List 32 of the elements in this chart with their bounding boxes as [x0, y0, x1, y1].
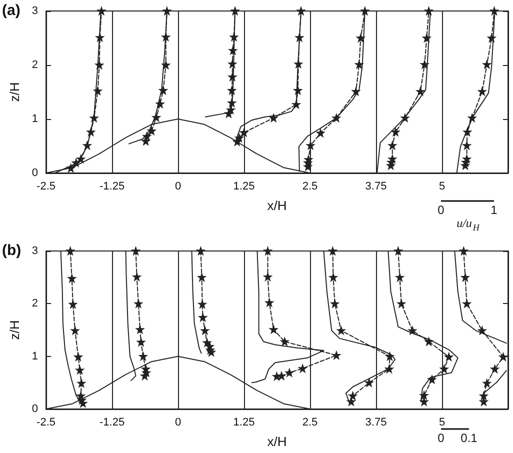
y-axis-title: z/H: [7, 320, 22, 340]
chart-title: (b): [2, 242, 22, 259]
x-tick-label: 2.5: [302, 180, 318, 192]
chart-title: (a): [2, 2, 20, 19]
text: 0.1: [460, 431, 478, 445]
x-tick-label: -1.25: [99, 416, 125, 428]
x-tick-label: 2.5: [302, 416, 318, 428]
y-tick-label: 2: [32, 59, 38, 71]
y-axis-title: z/H: [7, 82, 22, 102]
x-tick-label: 3.75: [365, 416, 387, 428]
x-tick-label: 0: [174, 416, 182, 428]
x-axis-title: x/H: [267, 198, 287, 213]
y-tick-label: 2: [32, 298, 38, 310]
y-tick-label: 1: [32, 113, 38, 125]
y-tick-label: 0: [32, 403, 38, 415]
x-tick-label: 5: [438, 180, 446, 192]
x-tick-label: -1.25: [99, 180, 125, 192]
x-tick-label: -2.5: [36, 180, 56, 192]
text: 1: [490, 203, 498, 217]
y-tick-label: 1: [32, 350, 38, 362]
x-tick-label: -2.5: [36, 416, 56, 428]
x-axis-title: x/H: [267, 434, 287, 449]
x-tick-label: 5: [438, 416, 446, 428]
text: 0: [438, 203, 445, 217]
x-tick-label: 3.75: [365, 180, 387, 192]
x-tick-label: 1.25: [233, 416, 255, 428]
y-tick-label: 0: [32, 167, 38, 179]
x-tick-label: 1.25: [233, 180, 255, 192]
y-tick-label: 3: [32, 245, 38, 257]
text: 0: [438, 431, 445, 445]
x-tick-label: 0: [174, 180, 182, 192]
y-tick-label: 3: [32, 5, 38, 17]
